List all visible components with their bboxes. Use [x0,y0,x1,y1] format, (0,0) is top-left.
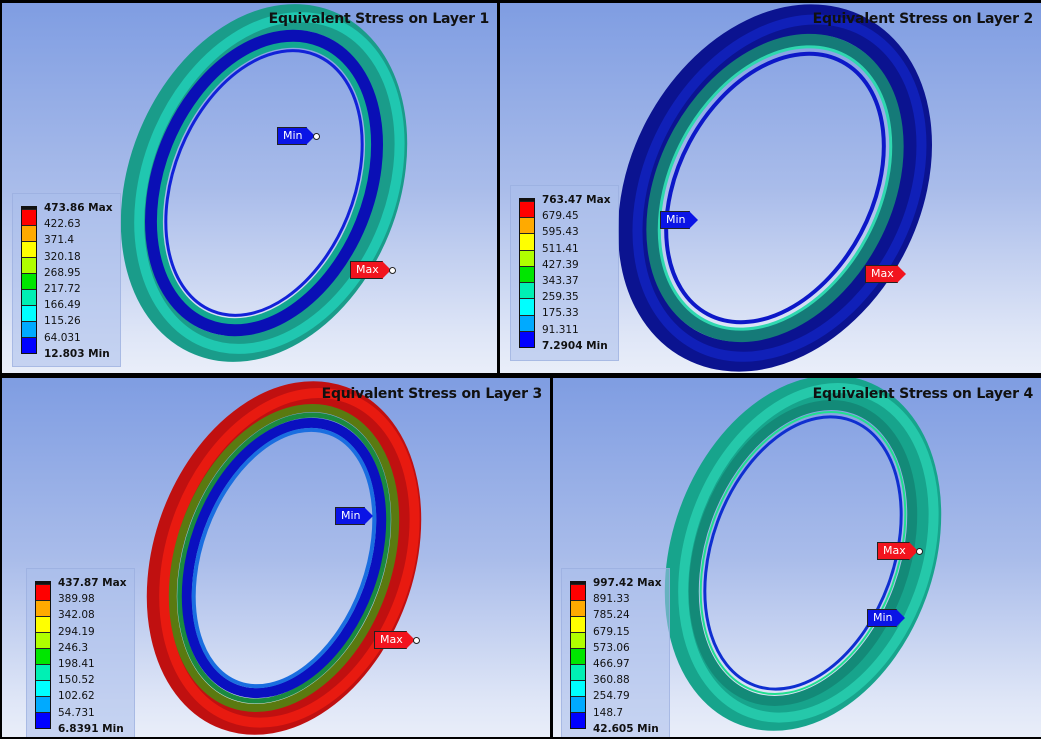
min-probe[interactable]: Min [660,211,698,229]
viewport-layer-4[interactable]: Equivalent Stress on Layer 4 997.42 Max … [553,378,1041,737]
legend-tick: 342.08 [58,609,95,622]
viewport-layer-2[interactable]: Equivalent Stress on Layer 2 763.47 Max … [500,3,1041,373]
legend-tick: 268.95 [44,266,81,279]
plot-title: Equivalent Stress on Layer 2 [812,11,1034,27]
legend-color-bar [519,198,535,348]
max-probe[interactable]: Max [877,542,923,560]
min-probe-label: Min [660,211,690,229]
legend-min-label: 12.803 Min [44,347,110,360]
legend-min-label: 7.2904 Min [542,339,608,352]
viewport-layer-1[interactable]: Equivalent Stress on Layer 1 473.86 Max … [2,3,497,373]
probe-arrow-icon [895,609,905,627]
legend-tick: 217.72 [44,283,81,296]
probe-arrow-icon [363,507,373,525]
max-probe[interactable]: Max [350,261,396,279]
plot-title: Equivalent Stress on Layer 3 [321,386,543,402]
legend-tick: 595.43 [542,226,579,239]
probe-arrow-icon [381,261,391,279]
legend-tick: 573.06 [593,641,630,654]
max-probe-label: Max [350,261,383,279]
legend-tick: 371.4 [44,234,75,247]
legend-tick: 891.33 [593,593,630,606]
color-legend: 763.47 Max 679.45 595.43 511.41 427.39 3… [510,185,620,361]
legend-tick: 294.19 [58,625,95,638]
legend-tick: 54.731 [58,706,95,719]
legend-tick: 115.26 [44,315,81,328]
legend-tick: 198.41 [58,658,95,671]
max-probe[interactable]: Max [865,265,906,283]
color-legend: 473.86 Max 422.63 371.4 320.18 268.95 21… [12,193,122,367]
legend-tick: 466.97 [593,658,630,671]
plot-title: Equivalent Stress on Layer 1 [268,11,490,27]
legend-min-label: 42.605 Min [593,722,659,735]
ring-model-layer-1 [120,4,408,362]
legend-tick: 148.7 [593,706,624,719]
viewport-layer-3[interactable]: Equivalent Stress on Layer 3 437.87 Max … [2,378,550,737]
probe-point-icon [412,636,420,644]
legend-color-bar [35,581,51,729]
legend-tick: 166.49 [44,299,81,312]
probe-point-icon [388,266,396,274]
legend-color-bar [21,206,37,354]
max-probe[interactable]: Max [374,631,420,649]
legend-max-label: 763.47 Max [542,194,611,206]
min-probe[interactable]: Min [867,609,905,627]
ring-model-layer-4 [664,378,942,731]
legend-tick: 422.63 [44,218,81,231]
legend-tick: 389.98 [58,593,95,606]
legend-tick: 254.79 [593,690,630,703]
legend-tick: 679.45 [542,210,579,223]
probe-point-icon [312,132,320,140]
min-probe[interactable]: Min [277,127,320,145]
probe-arrow-icon [688,211,698,229]
color-legend: 437.87 Max 389.98 342.08 294.19 246.3 19… [26,568,136,737]
max-probe-label: Max [374,631,407,649]
ring-model-layer-2 [618,4,932,372]
legend-tick: 360.88 [593,674,630,687]
legend-tick: 102.62 [58,690,95,703]
legend-tick: 175.33 [542,307,579,320]
legend-max-label: 437.87 Max [58,577,127,589]
legend-tick: 785.24 [593,609,630,622]
min-probe[interactable]: Min [335,507,373,525]
legend-tick: 246.3 [58,641,89,654]
ring-model-layer-3 [146,381,422,735]
legend-max-label: 473.86 Max [44,202,113,214]
legend-color-bar [570,581,586,729]
probe-point-icon [915,547,923,555]
legend-tick: 679.15 [593,625,630,638]
legend-tick: 427.39 [542,258,579,271]
probe-arrow-icon [908,542,918,560]
legend-max-label: 997.42 Max [593,577,662,589]
legend-tick: 64.031 [44,331,81,344]
legend-min-label: 6.8391 Min [58,722,124,735]
plot-title: Equivalent Stress on Layer 4 [812,386,1034,402]
min-probe-label: Min [335,507,365,525]
probe-arrow-icon [896,265,906,283]
min-probe-label: Min [867,609,897,627]
color-legend: 997.42 Max 891.33 785.24 679.15 573.06 4… [561,568,671,737]
legend-tick: 150.52 [58,674,95,687]
legend-tick: 259.35 [542,291,579,304]
legend-tick: 511.41 [542,242,579,255]
min-probe-label: Min [277,127,307,145]
legend-tick: 91.311 [542,323,579,336]
max-probe-label: Max [865,265,898,283]
max-probe-label: Max [877,542,910,560]
legend-tick: 343.37 [542,275,579,288]
probe-arrow-icon [305,127,315,145]
legend-tick: 320.18 [44,250,81,263]
probe-arrow-icon [405,631,415,649]
